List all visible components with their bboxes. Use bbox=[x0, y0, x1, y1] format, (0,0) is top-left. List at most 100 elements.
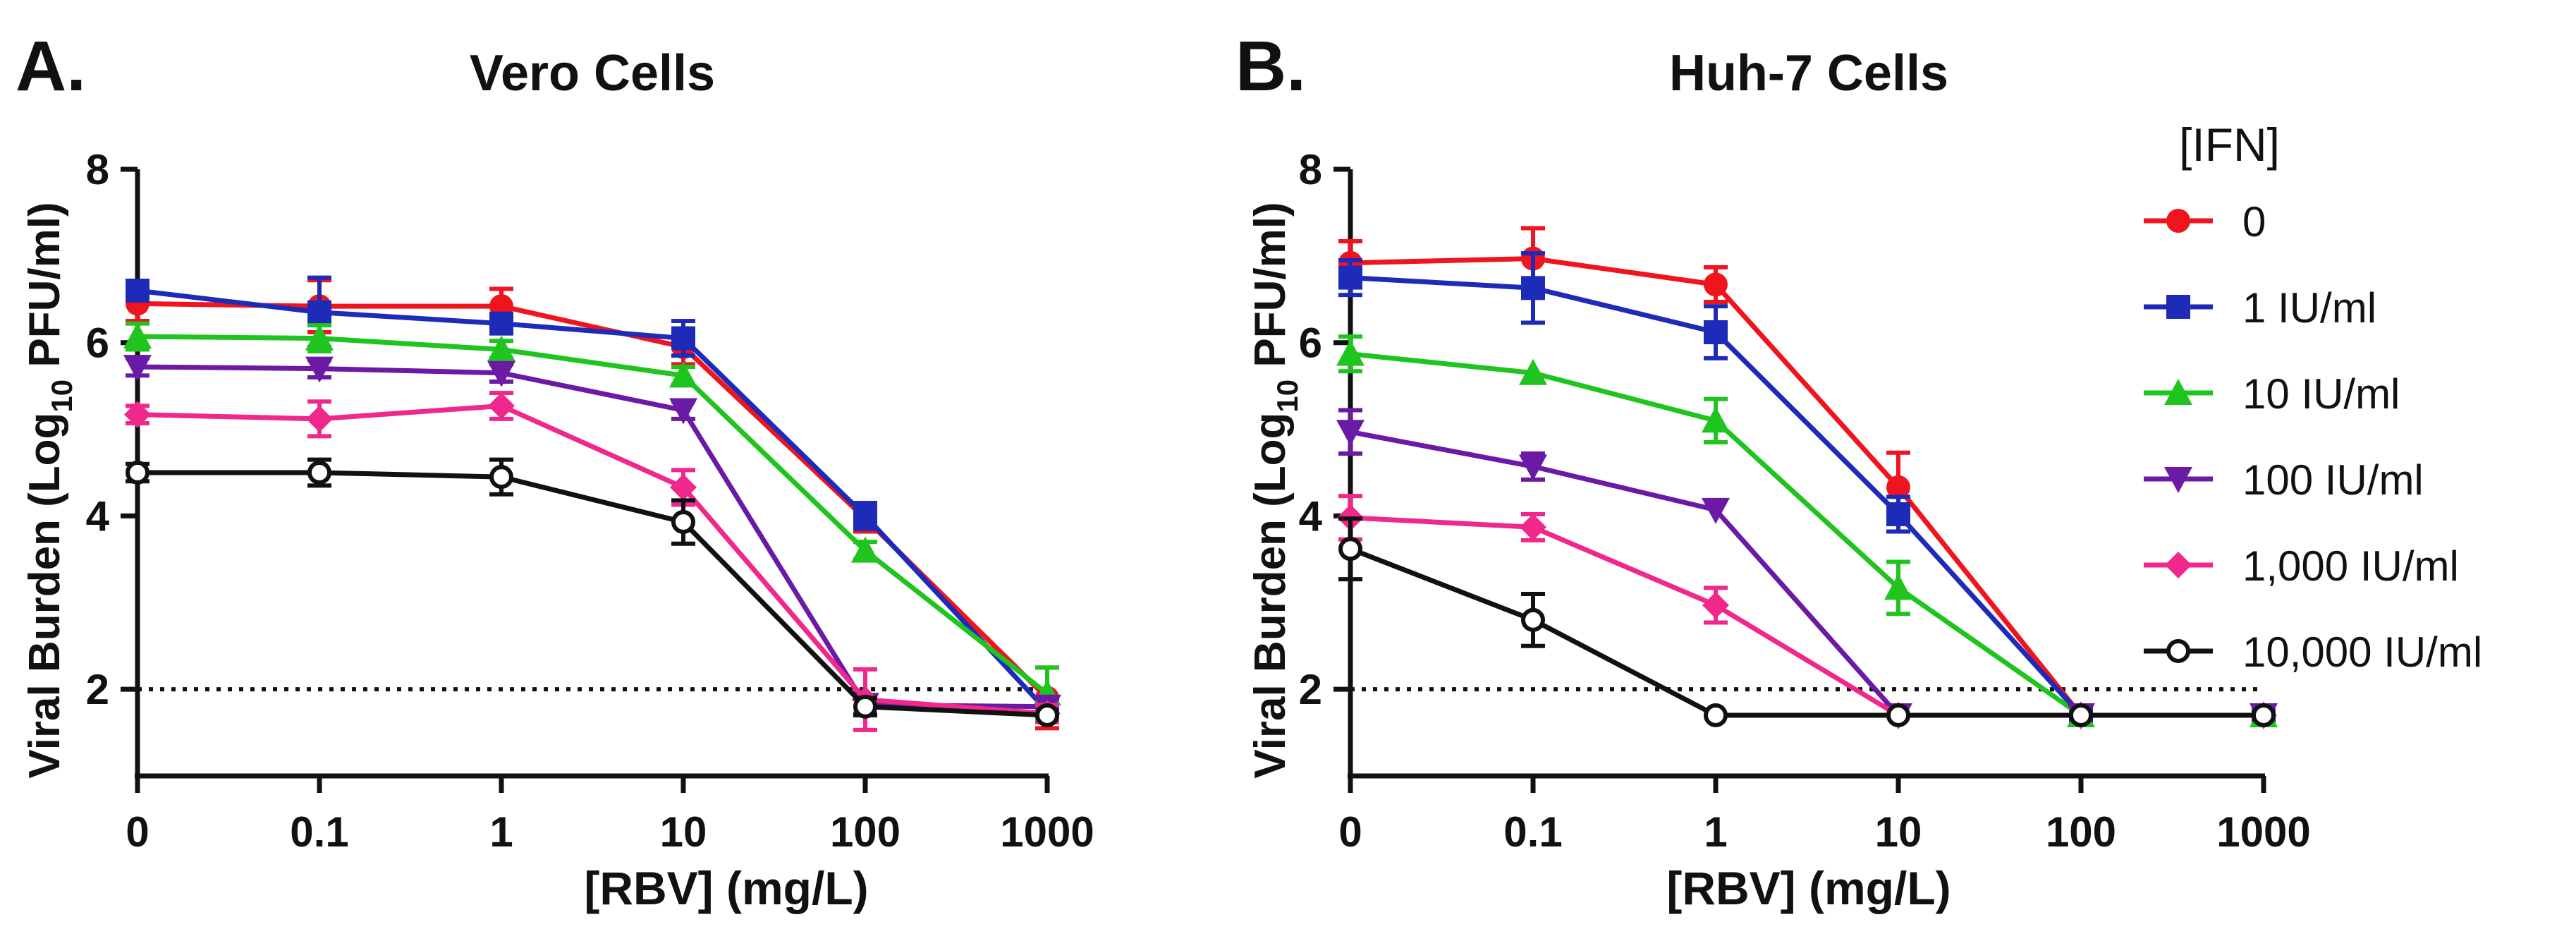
y-tick-label-b-0: 2 bbox=[1299, 666, 1322, 713]
y-axis-label-a-sub: 10 bbox=[45, 380, 78, 413]
y-axis-label-b: Viral Burden (Log10 PFU/ml) bbox=[1246, 202, 1304, 778]
series-b-1 bbox=[1338, 251, 2276, 727]
data-point-b-5-0 bbox=[1338, 537, 1362, 561]
series-line-b-1 bbox=[1350, 275, 2264, 718]
y-tick-label-a-0: 2 bbox=[86, 666, 109, 713]
legend-marker-0 bbox=[2166, 209, 2190, 233]
data-point-b-5-2 bbox=[1704, 703, 1728, 727]
data-point-a-2-0 bbox=[123, 322, 152, 349]
legend-items: 0 1 IU/ml 10 IU/ml 100 IU/ml 1,000 IU/ml 10,0… bbox=[2144, 198, 2482, 676]
x-tick-label-b-2: 1 bbox=[1704, 808, 1727, 856]
data-point-b-1-2 bbox=[1704, 320, 1728, 344]
x-axis-label-b: [RBV] (mg/L) bbox=[1666, 862, 1951, 914]
y-axis-label-b-main: Viral Burden (Log bbox=[1246, 413, 1295, 779]
y-axis-label-b-sub: 10 bbox=[1271, 380, 1304, 413]
data-point-b-0-3 bbox=[1886, 475, 1910, 499]
series-line-b-4 bbox=[1350, 515, 2264, 718]
legend-marker-2 bbox=[2164, 379, 2192, 405]
y-tick-label-b-2: 6 bbox=[1299, 320, 1322, 367]
series-line-b-5 bbox=[1349, 546, 2264, 718]
x-tick-label-b-1: 0.1 bbox=[1503, 808, 1562, 856]
plot-area-a: 2 4 6 8 0 0.1 1 10 100 1000 bbox=[86, 146, 1094, 856]
data-point-b-2-1 bbox=[1519, 358, 1547, 385]
data-point-a-2-3 bbox=[669, 361, 697, 388]
data-point-a-4-2 bbox=[488, 392, 515, 420]
series-line-a-5 bbox=[138, 470, 1048, 718]
data-point-b-0-2 bbox=[1704, 272, 1728, 297]
y-tick-label-a-2: 6 bbox=[86, 320, 109, 367]
data-point-b-2-0 bbox=[1336, 339, 1365, 366]
panel-label-a: A. bbox=[16, 27, 86, 106]
data-point-a-1-3 bbox=[671, 326, 695, 351]
series-a-0 bbox=[126, 278, 1059, 731]
series-line-a-1 bbox=[137, 288, 1049, 713]
legend-label-4: 1,000 IU/ml bbox=[2242, 542, 2459, 590]
y-tick-label-b-1: 4 bbox=[1299, 492, 1323, 540]
data-point-b-3-1 bbox=[1519, 454, 1547, 481]
data-point-b-3-0 bbox=[1336, 420, 1365, 447]
data-point-b-2-3 bbox=[1884, 573, 1912, 600]
legend-item-3: 100 IU/ml bbox=[2144, 456, 2424, 504]
panel-b: B. Huh-7 Cells [RBV] (mg/L) Viral Burden… bbox=[1235, 27, 2311, 914]
data-point-a-5-0 bbox=[126, 461, 149, 485]
x-axis-label-a: [RBV] (mg/L) bbox=[584, 862, 868, 914]
series-a-2 bbox=[123, 321, 1061, 722]
y-axis-label-a-main: Viral Burden (Log bbox=[20, 413, 69, 779]
y-axis-label-b-unit: PFU/ml) bbox=[1246, 202, 1295, 379]
series-b-0 bbox=[1338, 226, 2276, 727]
data-point-b-4-2 bbox=[1702, 591, 1729, 619]
y-tick-label-a-3: 8 bbox=[86, 146, 109, 193]
data-point-a-2-2 bbox=[487, 335, 515, 362]
x-tick-label-b-3: 10 bbox=[1875, 808, 1922, 856]
data-point-a-5-5 bbox=[1035, 703, 1059, 727]
y-tick-label-a-1: 4 bbox=[86, 492, 110, 540]
x-tick-label-b-4: 100 bbox=[2046, 808, 2116, 856]
data-point-b-1-1 bbox=[1521, 276, 1545, 300]
data-point-a-4-1 bbox=[306, 405, 333, 432]
data-point-a-2-1 bbox=[305, 324, 334, 351]
data-point-a-5-3 bbox=[671, 510, 695, 535]
data-point-a-2-4 bbox=[851, 536, 879, 563]
data-point-b-1-3 bbox=[1886, 502, 1910, 526]
series-line-a-4 bbox=[137, 403, 1048, 717]
data-point-b-3-2 bbox=[1702, 497, 1730, 524]
legend-marker-5 bbox=[2166, 639, 2190, 663]
legend-label-5: 10,000 IU/ml bbox=[2242, 629, 2482, 676]
legend-label-3: 100 IU/ml bbox=[2242, 456, 2424, 504]
data-point-a-4-3 bbox=[670, 473, 697, 501]
series-b-5 bbox=[1338, 516, 2276, 727]
legend-marker-3 bbox=[2164, 467, 2192, 493]
data-point-a-5-2 bbox=[489, 465, 513, 490]
panel-label-b: B. bbox=[1235, 27, 1306, 106]
plot-area-b: 2 4 6 8 0 0.1 1 10 100 1000 bbox=[1299, 146, 2311, 856]
series-line-b-0 bbox=[1350, 256, 2264, 718]
x-tick-label-a-2: 1 bbox=[489, 808, 513, 856]
series-a-4 bbox=[124, 390, 1061, 732]
data-point-a-3-0 bbox=[123, 355, 152, 382]
data-point-a-1-2 bbox=[489, 311, 513, 336]
legend-label-0: 0 bbox=[2242, 198, 2266, 245]
series-b-2 bbox=[1336, 334, 2278, 727]
data-point-b-5-3 bbox=[1886, 703, 1910, 727]
chart-title-a: Vero Cells bbox=[470, 45, 715, 102]
series-line-a-2 bbox=[137, 334, 1049, 696]
data-point-b-1-0 bbox=[1338, 265, 1362, 290]
y-axis-label-a: Viral Burden (Log10 PFU/ml) bbox=[20, 202, 78, 778]
y-axis-label-a-unit: PFU/ml) bbox=[20, 202, 69, 379]
legend-item-0: 0 bbox=[2144, 198, 2266, 245]
series-b-3 bbox=[1336, 408, 2278, 729]
x-tick-label-b-0: 0 bbox=[1338, 808, 1362, 856]
legend-marker-4 bbox=[2165, 552, 2192, 578]
data-point-a-1-4 bbox=[853, 504, 877, 528]
legend-item-5: 10,000 IU/ml bbox=[2144, 629, 2482, 676]
data-point-b-5-1 bbox=[1521, 607, 1545, 632]
legend-item-1: 1 IU/ml bbox=[2144, 284, 2376, 332]
data-point-a-5-1 bbox=[307, 461, 331, 485]
data-point-a-5-4 bbox=[853, 694, 877, 719]
chart-title-b: Huh-7 Cells bbox=[1669, 45, 1948, 102]
data-point-b-5-4 bbox=[2069, 703, 2093, 727]
legend-label-1: 1 IU/ml bbox=[2242, 284, 2376, 332]
data-point-b-5-5 bbox=[2252, 703, 2276, 727]
legend-item-2: 10 IU/ml bbox=[2144, 370, 2400, 418]
